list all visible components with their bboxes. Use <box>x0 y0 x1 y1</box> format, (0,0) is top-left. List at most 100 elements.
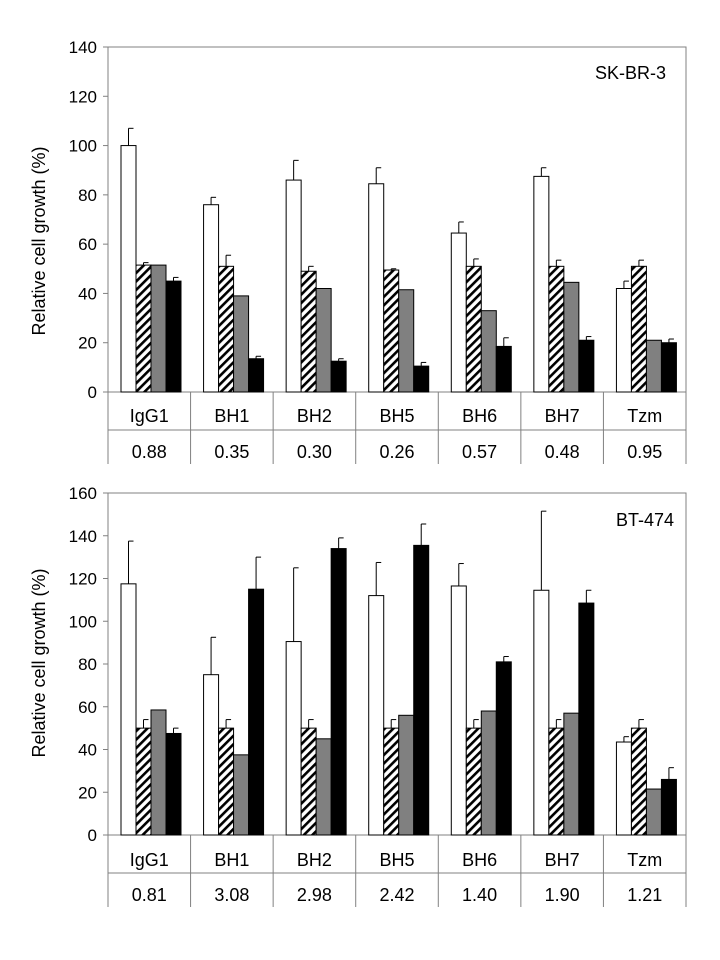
bar-series-1 <box>368 183 385 393</box>
y-tick-label: 100 <box>69 137 97 156</box>
bar-series-2 <box>383 269 400 393</box>
bar-series-2 <box>630 265 647 393</box>
bar-series-3 <box>233 754 250 836</box>
bar-series-1 <box>285 641 302 836</box>
category-label: BH5 <box>379 850 414 870</box>
bar-series-4 <box>330 360 347 393</box>
category-label: BH2 <box>297 850 332 870</box>
category-label: IgG1 <box>130 406 169 426</box>
bar-series-4 <box>248 588 265 836</box>
bar-series-4 <box>165 280 182 393</box>
y-tick-label: 0 <box>88 383 97 402</box>
ratio-value: 0.95 <box>627 442 662 462</box>
bar-series-3 <box>480 710 497 836</box>
ratio-value: 0.26 <box>379 442 414 462</box>
bar-series-3 <box>315 288 332 393</box>
bar-series-2 <box>135 264 152 393</box>
bar-series-1 <box>203 674 220 836</box>
ratio-value: 1.21 <box>627 885 662 905</box>
ratio-value: 0.35 <box>214 442 249 462</box>
ratio-value: 0.88 <box>132 442 167 462</box>
bar-series-3 <box>480 310 497 393</box>
category-label: IgG1 <box>130 850 169 870</box>
bar-series-2 <box>383 727 400 836</box>
y-tick-label: 0 <box>88 826 97 845</box>
bar-series-2 <box>135 727 152 836</box>
y-tick-label: 60 <box>78 235 97 254</box>
y-tick-label: 60 <box>78 698 97 717</box>
y-tick-label: 20 <box>78 783 97 802</box>
bar-series-4 <box>578 602 595 836</box>
bar-series-4 <box>660 778 677 836</box>
bar-series-3 <box>315 738 332 836</box>
bar-series-1 <box>533 589 550 836</box>
ratio-value: 1.40 <box>462 885 497 905</box>
panel-title: BT-474 <box>616 510 674 530</box>
bar-series-1 <box>615 741 632 836</box>
bar-series-3 <box>645 788 662 836</box>
bar-series-4 <box>660 342 677 393</box>
category-label: BH6 <box>462 850 497 870</box>
bar-series-2 <box>300 727 317 836</box>
bar-series-2 <box>630 727 647 836</box>
bar-series-1 <box>203 204 220 393</box>
bar-series-3 <box>233 295 250 393</box>
bar-series-1 <box>120 145 137 393</box>
bar-series-1 <box>120 583 137 836</box>
category-label: BH7 <box>545 406 580 426</box>
ratio-value: 0.57 <box>462 442 497 462</box>
y-tick-label: 80 <box>78 186 97 205</box>
y-tick-label: 140 <box>69 527 97 546</box>
bar-series-4 <box>330 548 347 836</box>
y-axis-label: Relative cell growth (%) <box>29 146 49 335</box>
bar-series-2 <box>218 727 235 836</box>
bar-series-2 <box>465 727 482 836</box>
panel-bt-474: BT-474 Relative cell growth (%) 0 20 40 60 8… <box>29 484 687 907</box>
y-axis-label: Relative cell growth (%) <box>29 568 49 757</box>
bar-series-4 <box>495 661 512 836</box>
panel-sk-br-3: SK-BR-3 Relative cell growth (%) 0 20 40 60… <box>29 38 687 464</box>
bar-series-2 <box>465 265 482 393</box>
category-label: BH5 <box>379 406 414 426</box>
bar-series-4 <box>165 732 182 836</box>
y-tick-label: 80 <box>78 655 97 674</box>
y-tick-label: 100 <box>69 612 97 631</box>
category-label: Tzm <box>627 850 662 870</box>
category-label: BH1 <box>214 850 249 870</box>
y-tick-label: 20 <box>78 334 97 353</box>
y-tick-label: 140 <box>69 38 97 57</box>
bar-series-3 <box>645 339 662 393</box>
bar-series-1 <box>368 595 385 836</box>
y-tick-label: 120 <box>69 87 97 106</box>
bar-series-3 <box>398 289 415 393</box>
bar-series-4 <box>248 358 265 393</box>
ratio-value: 1.90 <box>545 885 580 905</box>
category-label: BH1 <box>214 406 249 426</box>
y-tick-label: 40 <box>78 741 97 760</box>
category-label: BH7 <box>545 850 580 870</box>
bar-series-4 <box>578 339 595 393</box>
bar-series-3 <box>150 709 167 836</box>
bar-series-1 <box>450 585 467 836</box>
bar-series-3 <box>563 281 580 393</box>
ratio-value: 0.48 <box>545 442 580 462</box>
ratio-value: 2.98 <box>297 885 332 905</box>
bar-series-2 <box>548 727 565 836</box>
bar-series-4 <box>413 365 430 393</box>
y-tick-label: 40 <box>78 284 97 303</box>
bar-series-3 <box>563 712 580 836</box>
ratio-value: 0.81 <box>132 885 167 905</box>
ratio-value: 2.42 <box>379 885 414 905</box>
bar-series-3 <box>398 714 415 836</box>
bar-series-2 <box>218 265 235 393</box>
bar-series-4 <box>495 345 512 393</box>
bar-series-1 <box>615 288 632 393</box>
ratio-value: 0.30 <box>297 442 332 462</box>
category-label: Tzm <box>627 406 662 426</box>
bar-series-1 <box>533 175 550 393</box>
bar-series-1 <box>285 179 302 393</box>
ratio-value: 3.08 <box>214 885 249 905</box>
bar-series-1 <box>450 232 467 393</box>
category-label: BH2 <box>297 406 332 426</box>
